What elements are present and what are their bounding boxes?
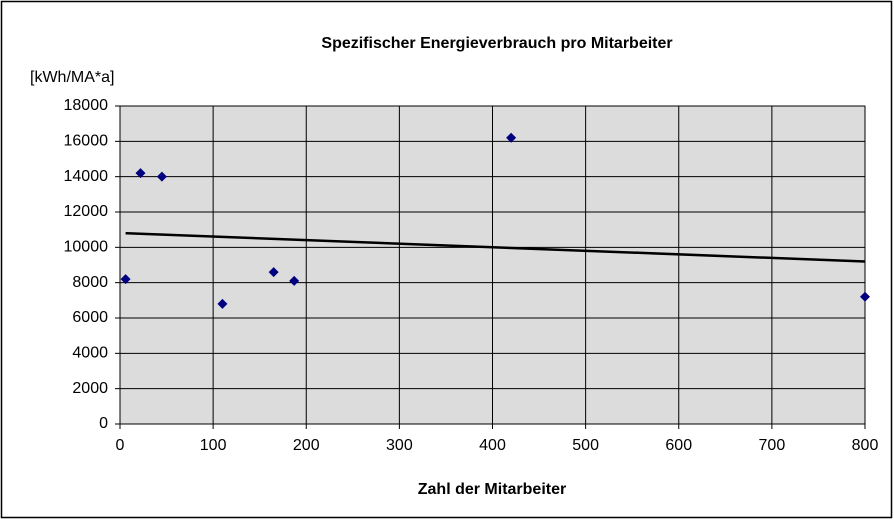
point (268, 267, 279, 278)
x-axis-label: Zahl der Mitarbeiter (418, 481, 566, 498)
y-tick-label: 10000 (64, 239, 109, 256)
y-tick-label: 12000 (64, 203, 109, 220)
x-tick-label: 400 (479, 437, 506, 454)
x-tick-label: 500 (572, 437, 599, 454)
trend-line (125, 231, 866, 263)
y-tick-label: 4000 (72, 345, 108, 362)
point (506, 132, 517, 143)
point (217, 298, 228, 309)
x-tick-label: 800 (852, 437, 879, 454)
y-axis-label: [kWh/MA*a] (30, 69, 114, 86)
y-tick-label: 16000 (64, 133, 109, 150)
x-tick-label: 0 (116, 437, 125, 454)
point (120, 274, 131, 285)
y-tick-label: 0 (99, 415, 108, 432)
y-tick-label: 8000 (72, 274, 108, 291)
point (156, 171, 167, 182)
x-tick-label: 700 (759, 437, 786, 454)
point (860, 291, 870, 302)
point (135, 168, 146, 179)
y-tick-label: 2000 (72, 380, 108, 397)
x-tick-label: 600 (665, 437, 692, 454)
x-tick-label: 300 (386, 437, 413, 454)
point (289, 275, 300, 286)
x-tick-label: 200 (293, 437, 320, 454)
x-tick-label: 100 (200, 437, 227, 454)
y-tick-label: 18000 (64, 97, 109, 114)
chart-title: Spezifischer Energieverbrauch pro Mitarb… (321, 35, 672, 52)
y-tick-label: 6000 (72, 309, 108, 326)
y-tick-label: 14000 (64, 168, 109, 185)
